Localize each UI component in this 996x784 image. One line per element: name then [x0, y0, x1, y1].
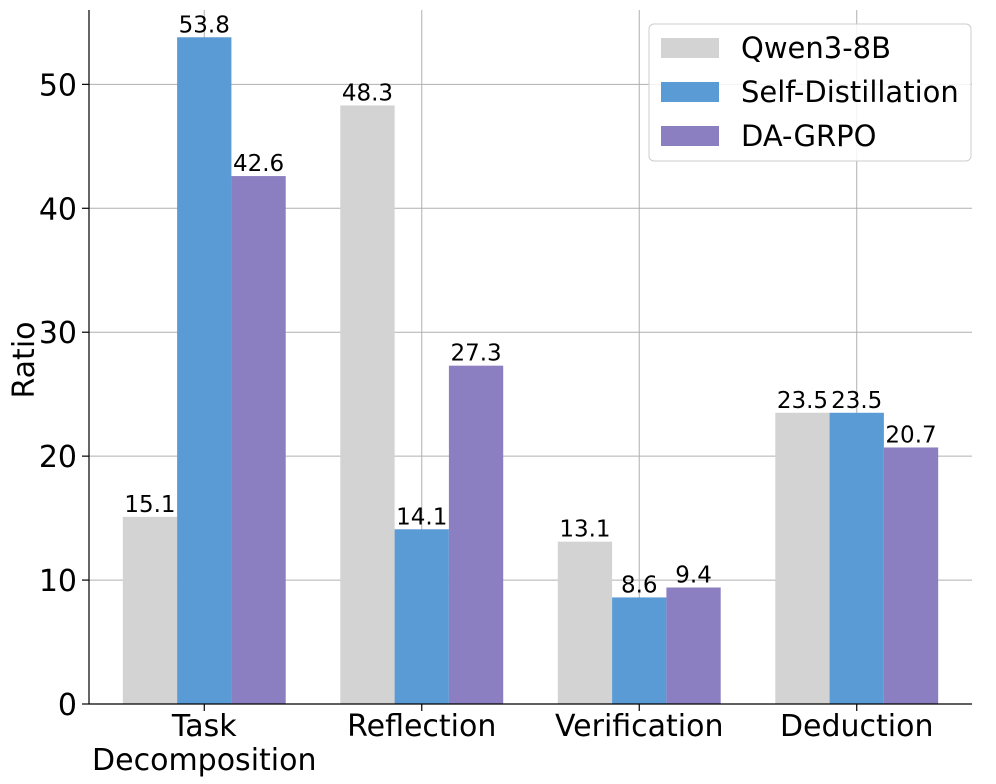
bar-value-label: 15.1 — [124, 492, 175, 518]
legend: Qwen3-8B Self-Distillation DA-GRPO — [648, 23, 972, 162]
bar-qwen3-8b — [557, 541, 613, 704]
bar-qwen3-8b — [340, 105, 395, 705]
y-tick-label: 0 — [58, 688, 77, 723]
y-tick-label: 50 — [39, 68, 77, 103]
bar-qwen3-8b — [775, 412, 830, 704]
legend-swatch — [661, 82, 719, 102]
y-tick-label: 40 — [39, 192, 77, 227]
legend-box — [648, 23, 972, 162]
bar-value-label: 53.8 — [179, 12, 230, 38]
bar-da-grpo — [231, 176, 286, 705]
x-category-label: Verification — [555, 709, 724, 744]
bar-value-label: 9.4 — [675, 563, 712, 589]
bar-value-label: 42.6 — [233, 151, 284, 177]
bars — [122, 37, 939, 705]
x-category-label: Task — [171, 709, 237, 744]
bar-value-label: 13.1 — [559, 517, 610, 543]
legend-swatch — [661, 38, 719, 58]
bar-da-grpo — [883, 447, 939, 704]
legend-swatch — [661, 126, 719, 146]
bar-da-grpo — [666, 587, 721, 704]
bar-self-distillation — [612, 597, 667, 704]
bar-self-distillation — [394, 529, 449, 704]
x-category-label: Reflection — [347, 709, 496, 744]
bar-self-distillation — [829, 412, 884, 704]
legend-label: DA-GRPO — [741, 119, 876, 153]
bar-value-label: 8.6 — [621, 572, 658, 598]
legend-label: Self-Distillation — [741, 75, 959, 109]
bar-value-label: 20.7 — [885, 422, 936, 448]
y-tick-label: 30 — [39, 316, 77, 351]
labels: 0 10 20 30 40 50 15.1 53.8 42.6 48.3 14.1 27.3 13.1 8… — [39, 12, 937, 778]
bar-value-label: 14.1 — [396, 504, 447, 530]
x-category-label: Decomposition — [92, 743, 316, 778]
bar-qwen3-8b — [122, 516, 178, 704]
x-category-label: Deduction — [780, 709, 934, 744]
y-tick-label: 20 — [39, 440, 77, 475]
axes — [82, 10, 972, 711]
bar-value-label: 48.3 — [342, 80, 393, 106]
bar-da-grpo — [448, 365, 504, 704]
legend-label: Qwen3-8B — [741, 31, 891, 65]
y-axis-title: Ratio — [7, 321, 42, 398]
bar-self-distillation — [177, 37, 232, 705]
bar-value-label: 27.3 — [450, 341, 501, 367]
bar-value-label: 23.5 — [831, 388, 882, 414]
y-tick-label: 10 — [39, 564, 77, 599]
bar-value-label: 23.5 — [777, 388, 828, 414]
